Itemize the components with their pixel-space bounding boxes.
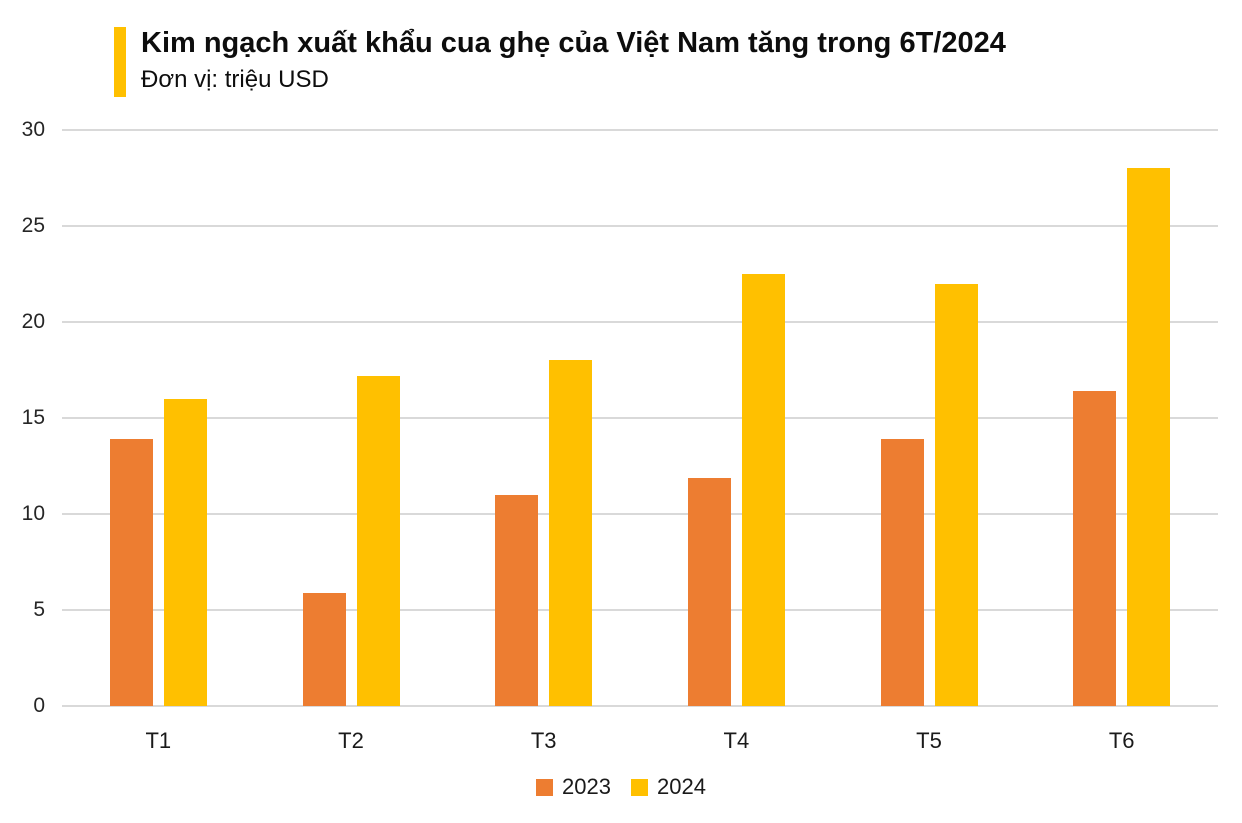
bar-2024-t3 — [549, 360, 593, 706]
bar-2023-t5 — [880, 439, 924, 706]
y-axis-tick-label-30: 30 — [21, 118, 45, 141]
bar-2023-t3 — [495, 494, 539, 706]
y-axis-tick-label-0: 0 — [33, 694, 45, 717]
y-axis-tick-label-5: 5 — [33, 598, 45, 621]
legend-swatch-2024 — [631, 778, 648, 796]
plot-area: 0 5 10 15 20 25 30 — [22, 118, 1218, 717]
bar-2023-t6 — [1073, 391, 1117, 706]
bar-group-t1 — [62, 130, 255, 706]
gridline-y-0 — [62, 705, 1218, 707]
x-axis-label-t1: T1 — [145, 728, 172, 753]
x-axis-label-t2: T2 — [338, 728, 364, 753]
bar-2024-t5 — [934, 283, 978, 706]
gridline-y-10 — [62, 513, 1218, 516]
y-axis-tick-label-15: 15 — [21, 406, 45, 429]
bar-group-t4 — [640, 130, 833, 706]
bar-2023-t1 — [109, 439, 153, 706]
chart-header: Kim ngạch xuất khẩu cua ghẹ của Việt Nam… — [114, 27, 1006, 97]
bar-group-t5 — [833, 130, 1026, 706]
y-axis-tick-label-25: 25 — [21, 214, 45, 237]
bar-group-t3 — [447, 130, 640, 706]
bar-2023-t2 — [302, 592, 346, 706]
gridline-y-15 — [62, 417, 1218, 419]
x-axis-label-t6: T6 — [1108, 728, 1135, 753]
bar-2023-t4 — [687, 477, 731, 706]
gridline-y-30 — [62, 129, 1218, 131]
legend-swatch-2023 — [536, 778, 554, 796]
bar-2024-t2 — [356, 375, 400, 706]
x-axis-label-t4: T4 — [723, 728, 750, 753]
legend-item-2023: 2023 — [536, 774, 611, 800]
x-axis-label-t3: T3 — [530, 728, 557, 753]
y-axis-tick-label-10: 10 — [21, 502, 45, 525]
chart-title: Kim ngạch xuất khẩu cua ghẹ của Việt Nam… — [141, 27, 1006, 59]
title-accent-bar — [114, 27, 126, 97]
y-axis-tick-label-20: 20 — [21, 310, 45, 333]
legend-item-2024: 2024 — [631, 774, 706, 800]
gridline-y-25 — [62, 225, 1218, 227]
x-axis-labels: T1 T2 T3 T4 T5 T6 — [62, 728, 1218, 754]
bar-2024-t4 — [741, 274, 785, 706]
chart-subtitle: Đơn vị: triệu USD — [141, 66, 329, 93]
title-block: Kim ngạch xuất khẩu cua ghẹ của Việt Nam… — [141, 27, 1006, 97]
gridline-y-5 — [62, 609, 1218, 612]
bar-group-t6 — [1025, 130, 1218, 706]
legend-label-2023: 2023 — [562, 774, 611, 799]
bar-2024-t6 — [1127, 168, 1171, 706]
bar-2024-t1 — [163, 398, 207, 706]
legend: 2023 2024 — [0, 774, 1242, 800]
x-axis-label-t5: T5 — [916, 728, 942, 753]
legend-label-2024: 2024 — [657, 774, 706, 799]
gridline-y-20 — [62, 321, 1218, 324]
bar-group-t2 — [255, 130, 448, 706]
bar-groups — [62, 130, 1218, 706]
